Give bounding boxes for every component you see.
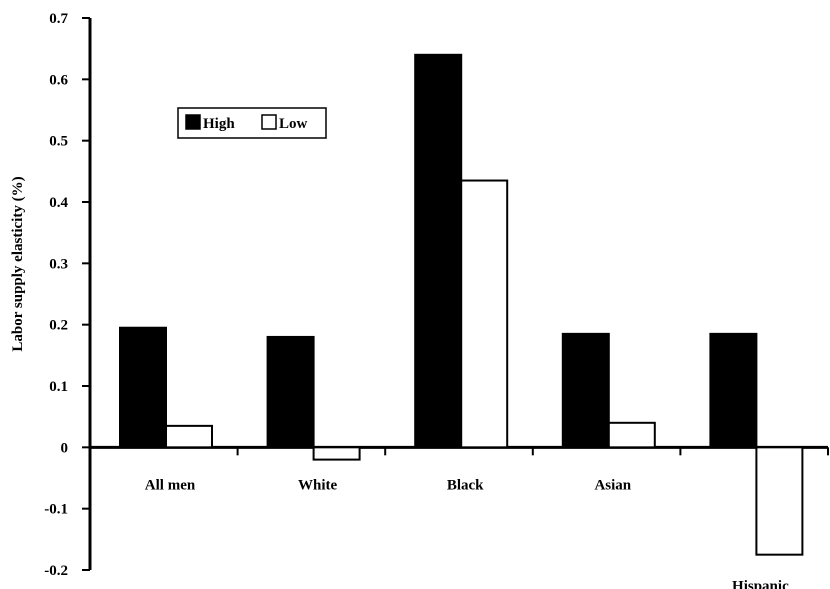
y-tick-label: 0.1: [49, 379, 68, 395]
y-tick-label: 0.7: [49, 11, 68, 27]
y-tick-label: -0.1: [44, 502, 68, 518]
bar-low-all-men: [165, 424, 213, 449]
category-label: All men: [145, 477, 196, 493]
category-label: White: [298, 477, 338, 493]
category-label: Hispanic: [732, 579, 789, 589]
y-tick-label: 0.4: [49, 195, 68, 211]
y-tick-label: 0.3: [49, 256, 68, 272]
y-tick-label: 0: [61, 440, 69, 456]
bar-low-asian: [607, 421, 656, 449]
bar-high-asian: [561, 332, 610, 449]
legend-box: [177, 107, 327, 139]
y-axis-title: Labor supply elasticity (%): [10, 176, 26, 351]
category-labels: All men White Black Asian Hispanic: [145, 477, 789, 589]
legend: High Low: [177, 107, 327, 139]
legend-swatch-low: [261, 114, 277, 130]
category-label: Asian: [594, 477, 631, 493]
x-ticks: [89, 447, 829, 456]
y-tick-label: -0.2: [44, 563, 68, 579]
y-tick-label: 0.5: [49, 134, 68, 150]
bar-high-white: [266, 335, 315, 449]
bar-high-all-men: [119, 326, 167, 449]
y-ticks: -0.2 -0.1 0 0.1 0.2 0.3 0.4 0.5 0.6 0.7: [44, 11, 90, 579]
bar-low-black: [460, 179, 509, 449]
bar-low-hispanic: [755, 446, 804, 556]
y-tick-label: 0.6: [49, 72, 68, 88]
legend-swatch-high: [185, 114, 201, 130]
y-tick-label: 0.2: [49, 318, 68, 334]
legend-label-high: High: [203, 116, 235, 132]
bars: [119, 53, 804, 556]
legend-label-low: Low: [279, 116, 308, 132]
bar-high-hispanic: [709, 332, 758, 449]
bar-low-white: [312, 446, 361, 461]
category-label: Black: [447, 477, 484, 493]
bar-high-black: [414, 53, 463, 449]
